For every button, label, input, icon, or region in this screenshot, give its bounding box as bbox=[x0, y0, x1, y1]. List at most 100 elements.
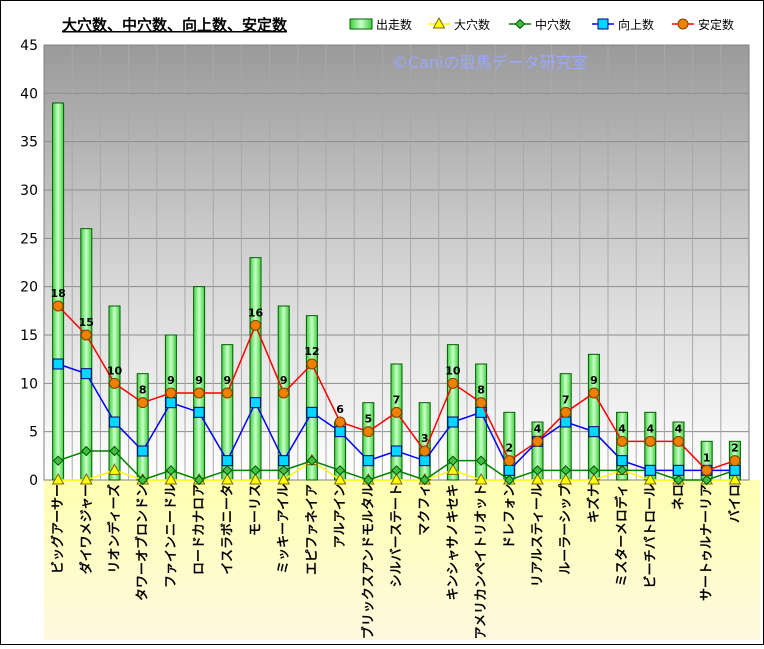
series-marker bbox=[673, 474, 684, 486]
x-tick-label: バイロ bbox=[728, 484, 743, 523]
series-marker bbox=[729, 464, 741, 476]
x-tick-label: タワーオブロンドン bbox=[135, 484, 151, 601]
series-marker bbox=[532, 465, 543, 476]
data-label: 2 bbox=[731, 442, 739, 455]
series-marker bbox=[221, 387, 233, 399]
x-tick-label: ドレフォン bbox=[502, 484, 517, 549]
y-tick-label: 45 bbox=[20, 38, 38, 54]
bar bbox=[305, 315, 318, 481]
y-tick-label: 15 bbox=[20, 328, 38, 344]
x-tick-label: リアルスティール bbox=[531, 484, 546, 587]
series-marker bbox=[306, 406, 318, 418]
bar bbox=[390, 363, 403, 481]
x-tick-label: エピファネイア bbox=[305, 484, 320, 575]
legend-label: 安定数 bbox=[698, 17, 734, 32]
x-tick-label: ビッグアーサー bbox=[50, 484, 66, 574]
series-marker bbox=[193, 387, 205, 399]
series-marker bbox=[278, 455, 290, 467]
y-tick-label: 0 bbox=[29, 473, 38, 489]
x-tick-label: ミッキーアイル bbox=[277, 484, 292, 574]
series-marker bbox=[334, 416, 346, 428]
legend-item: 出走数 bbox=[349, 17, 412, 32]
series-marker bbox=[250, 465, 261, 476]
series-marker bbox=[109, 377, 120, 389]
data-label: 9 bbox=[223, 374, 231, 387]
series-marker bbox=[728, 472, 742, 485]
bar bbox=[108, 305, 121, 481]
series-marker bbox=[475, 397, 487, 409]
watermark-text: ©Caniの競馬データ研究室 bbox=[392, 53, 588, 72]
series-marker bbox=[278, 387, 290, 399]
bar bbox=[80, 228, 93, 481]
series-marker bbox=[391, 445, 402, 457]
series-marker bbox=[560, 465, 571, 476]
data-label: 6 bbox=[336, 403, 344, 416]
series-marker bbox=[334, 426, 346, 438]
data-label: 18 bbox=[50, 287, 65, 300]
x-tick-label: リオンディーズ bbox=[107, 484, 123, 573]
series-marker bbox=[137, 397, 149, 409]
data-label: 7 bbox=[393, 393, 401, 406]
y-tick-label: 25 bbox=[20, 231, 38, 247]
series-marker bbox=[616, 455, 628, 467]
y-tick-label: 20 bbox=[20, 280, 38, 296]
series-marker bbox=[616, 465, 628, 476]
series-marker bbox=[644, 464, 656, 476]
data-label: 4 bbox=[646, 422, 654, 435]
data-label: 1 bbox=[703, 451, 711, 464]
data-label: 5 bbox=[364, 413, 372, 426]
y-tick-label: 5 bbox=[29, 425, 38, 441]
data-label: 12 bbox=[304, 345, 319, 358]
data-label: 7 bbox=[562, 393, 570, 406]
series-marker bbox=[475, 455, 487, 466]
series-marker bbox=[363, 474, 374, 486]
series-marker bbox=[447, 377, 459, 389]
x-tick-label: ロードカナロア bbox=[192, 484, 207, 575]
series-marker bbox=[531, 472, 544, 485]
series-marker bbox=[643, 472, 657, 485]
data-label: 15 bbox=[79, 316, 94, 329]
series-marker bbox=[391, 465, 402, 476]
series-marker bbox=[446, 463, 460, 475]
legend-swatch-marker bbox=[597, 18, 609, 30]
series-4 bbox=[52, 300, 741, 476]
x-tick-label: ミスターメロディ bbox=[614, 484, 630, 587]
series-marker bbox=[79, 472, 93, 485]
bar bbox=[249, 257, 262, 481]
series-marker bbox=[504, 474, 515, 486]
x-tick-label: ファインニードル bbox=[164, 484, 179, 588]
series-marker bbox=[165, 465, 177, 476]
legend-item: 中穴数 bbox=[509, 17, 571, 32]
series-marker bbox=[222, 465, 233, 476]
series-marker bbox=[560, 406, 572, 418]
y-axis: 0 5 10 15 20 25 30 35 40 45 bbox=[20, 38, 38, 489]
series-marker bbox=[616, 435, 628, 447]
series-marker bbox=[419, 455, 431, 467]
series-marker bbox=[419, 474, 430, 486]
series-marker bbox=[165, 387, 177, 399]
series-marker bbox=[80, 329, 92, 341]
x-tick-label: キンシャサノキセキ bbox=[446, 484, 461, 600]
x-tick-label: ネロ bbox=[672, 484, 687, 510]
x-tick-label: ルーラーシップ bbox=[559, 483, 574, 575]
series-marker bbox=[474, 472, 488, 485]
legend-item: 大穴数 bbox=[428, 16, 490, 32]
series-marker bbox=[165, 397, 177, 409]
data-label: 8 bbox=[139, 384, 147, 397]
data-label: 2 bbox=[505, 442, 513, 455]
series-marker bbox=[588, 426, 600, 438]
series-2 bbox=[52, 445, 741, 486]
series-marker bbox=[503, 455, 515, 467]
series-marker bbox=[701, 474, 712, 486]
series-marker bbox=[306, 455, 318, 466]
series-marker bbox=[108, 463, 121, 475]
x-tick-label: アメリカンペイトリオット bbox=[474, 484, 489, 639]
series-marker bbox=[164, 472, 178, 485]
legend-swatch bbox=[349, 18, 373, 30]
legend: 出走数 大穴数 中穴数 向上数 安定数 bbox=[349, 16, 734, 32]
series-marker bbox=[673, 464, 684, 476]
y-tick-label: 35 bbox=[20, 135, 38, 151]
chart-bottom-floor bbox=[44, 480, 760, 640]
legend-item: 向上数 bbox=[592, 17, 654, 32]
